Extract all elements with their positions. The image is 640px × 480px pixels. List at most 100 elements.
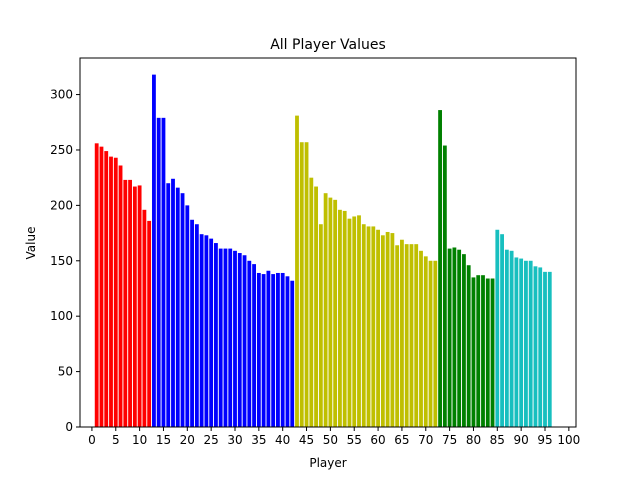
x-tick-label: 60 xyxy=(370,433,385,447)
x-tick-label: 15 xyxy=(156,433,171,447)
bar-player-15 xyxy=(161,117,166,427)
bar-player-9 xyxy=(132,186,137,427)
bar-player-54 xyxy=(347,218,352,427)
bar-player-88 xyxy=(509,250,514,427)
bar-player-42 xyxy=(290,280,295,427)
x-tick-label: 5 xyxy=(112,433,120,447)
bar-player-93 xyxy=(533,266,538,427)
bar-player-11 xyxy=(142,209,147,427)
bar-player-65 xyxy=(400,239,404,427)
x-tick-label: 95 xyxy=(537,433,552,447)
bar-player-92 xyxy=(528,260,533,427)
bar-player-20 xyxy=(185,205,190,427)
chart-title: All Player Values xyxy=(270,37,386,53)
bar-player-22 xyxy=(194,224,199,427)
bar-player-59 xyxy=(371,226,376,427)
bar-player-89 xyxy=(514,257,519,427)
bar-player-62 xyxy=(385,231,390,427)
x-tick-label: 40 xyxy=(275,433,290,447)
bar-player-3 xyxy=(104,151,109,427)
bar-player-72 xyxy=(433,260,438,427)
bar-player-76 xyxy=(452,247,457,427)
bar-player-26 xyxy=(214,243,218,427)
bar-player-60 xyxy=(376,229,380,427)
bar-player-86 xyxy=(500,234,504,427)
bar-player-6 xyxy=(118,165,123,428)
x-tick-label: 90 xyxy=(514,433,529,447)
bar-player-44 xyxy=(299,142,304,427)
bar-player-87 xyxy=(504,249,509,427)
x-tick-label: 45 xyxy=(299,433,314,447)
bar-player-5 xyxy=(113,157,118,428)
bar-player-53 xyxy=(342,210,347,427)
bar-player-16 xyxy=(166,183,171,427)
bar-player-82 xyxy=(481,275,485,427)
bar-player-95 xyxy=(543,271,547,427)
bar-player-75 xyxy=(447,248,452,427)
bar-player-70 xyxy=(423,256,428,427)
x-tick-label: 10 xyxy=(132,433,147,447)
bar-player-71 xyxy=(428,260,433,427)
bar-player-96 xyxy=(547,271,552,427)
x-tick-label: 35 xyxy=(251,433,266,447)
bar-player-7 xyxy=(123,179,128,427)
bar-player-2 xyxy=(99,146,104,427)
bar-player-48 xyxy=(318,224,323,427)
x-tick-label: 100 xyxy=(557,433,580,447)
bar-player-91 xyxy=(524,260,528,427)
bar-player-46 xyxy=(309,177,314,427)
bar-player-50 xyxy=(328,197,333,427)
bar-player-55 xyxy=(352,216,357,427)
x-tick-label: 65 xyxy=(394,433,409,447)
x-tick-label: 30 xyxy=(227,433,242,447)
y-tick-label: 200 xyxy=(50,198,73,212)
bar-layer xyxy=(94,74,552,428)
y-axis-ticks: 0 50 100 150 200 250 300 xyxy=(50,88,80,434)
bar-player-40 xyxy=(280,272,285,427)
bar-player-1 xyxy=(94,143,99,427)
bar-player-31 xyxy=(237,253,242,427)
bar-player-23 xyxy=(199,234,204,427)
x-tick-label: 25 xyxy=(204,433,219,447)
bar-player-10 xyxy=(137,185,142,427)
bar-player-27 xyxy=(218,248,223,427)
y-tick-label: 50 xyxy=(58,365,73,379)
x-tick-label: 70 xyxy=(418,433,433,447)
bar-player-34 xyxy=(252,264,256,427)
bar-player-28 xyxy=(223,248,228,427)
y-tick-label: 250 xyxy=(50,143,73,157)
bar-player-25 xyxy=(209,238,214,427)
bar-player-24 xyxy=(204,235,209,427)
bar-player-4 xyxy=(109,156,113,427)
bar-player-78 xyxy=(462,254,466,427)
bar-player-56 xyxy=(357,215,361,427)
bar-player-29 xyxy=(228,248,233,427)
bar-player-33 xyxy=(247,260,252,427)
bar-player-64 xyxy=(395,245,400,427)
bar-player-12 xyxy=(147,220,152,427)
bar-player-41 xyxy=(285,276,290,427)
bar-player-51 xyxy=(333,199,338,427)
x-tick-label: 80 xyxy=(466,433,481,447)
bar-player-30 xyxy=(233,250,237,427)
y-tick-label: 0 xyxy=(65,420,73,434)
x-axis-label: Player xyxy=(309,456,346,470)
x-tick-label: 85 xyxy=(490,433,505,447)
plot-frame xyxy=(79,57,577,428)
y-tick-label: 300 xyxy=(50,88,73,102)
bar-player-69 xyxy=(419,250,423,427)
bar-player-43 xyxy=(295,115,299,428)
bar-player-36 xyxy=(261,274,266,427)
bar-player-61 xyxy=(380,235,385,427)
bar-player-84 xyxy=(490,278,495,427)
bar-player-38 xyxy=(271,274,276,427)
bar-player-49 xyxy=(323,193,328,427)
bar-player-45 xyxy=(304,142,309,427)
bar-player-39 xyxy=(276,272,280,427)
x-tick-label: 75 xyxy=(442,433,457,447)
bar-player-68 xyxy=(414,244,419,427)
bar-player-63 xyxy=(390,233,395,427)
bar-player-35 xyxy=(256,272,261,427)
bar-player-57 xyxy=(361,224,366,427)
bar-player-19 xyxy=(180,193,185,427)
